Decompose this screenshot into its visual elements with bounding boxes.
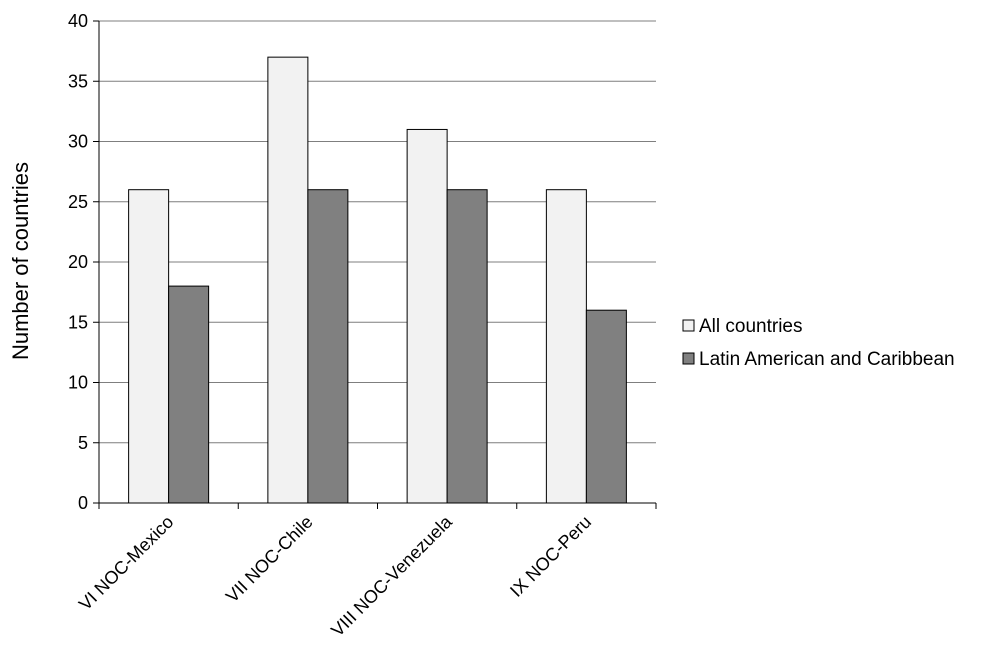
bars [128,56,627,504]
y-tick-label: 10 [68,373,88,393]
x-category-label: VI NOC-Mexico [75,512,178,615]
y-tick-labels: 0 5 10 15 20 25 30 35 40 [68,11,88,513]
bar-latin-american-caribbean [446,189,488,504]
x-category-label: VII NOC-Chile [222,512,317,607]
axes [93,20,657,509]
y-axis-title: Number of countries [8,162,33,360]
legend-label: Latin American and Caribbean [699,349,955,370]
y-tick-label: 30 [68,132,88,152]
y-tick-label: 5 [78,433,88,453]
bar-latin-american-caribbean [168,285,210,504]
legend-swatch [682,352,695,365]
bar-all-countries [267,56,309,504]
y-tick-label: 40 [68,11,88,31]
legend-swatch [682,319,695,332]
x-category-labels: VI NOC-Mexico VII NOC-Chile VIII NOC-Venez… [75,511,595,640]
bar-all-countries [545,189,587,504]
bar-latin-american-caribbean [307,189,349,504]
legend: All countries Latin American and Caribbea… [682,316,955,370]
y-tick-label: 0 [78,493,88,513]
y-tick-label: 15 [68,312,88,332]
y-tick-label: 25 [68,192,88,212]
bar-all-countries [128,189,170,504]
x-category-label: IX NOC-Peru [506,512,595,601]
bar-latin-american-caribbean [585,309,627,504]
y-tick-label: 20 [68,252,88,272]
bar-all-countries [406,128,448,504]
legend-label: All countries [699,316,803,337]
x-category-label: VIII NOC-Venezuela [327,511,456,640]
y-tick-label: 35 [68,71,88,91]
